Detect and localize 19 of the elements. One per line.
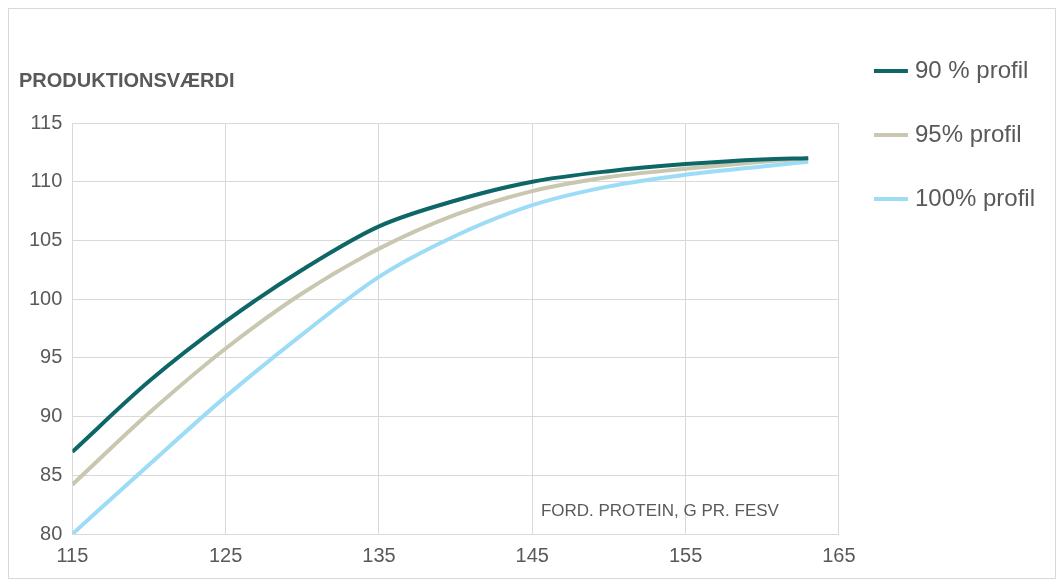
chart-title: PRODUKTIONSVÆRDI: [19, 68, 235, 91]
legend-label: 95% profil: [914, 119, 1022, 147]
x-tick-label: 115: [56, 543, 89, 566]
x-tick-label: 165: [822, 543, 856, 566]
legend-label: 100% profil: [914, 183, 1036, 211]
x-tick-label: 145: [515, 543, 549, 566]
y-tick-label: 110: [30, 169, 63, 192]
y-tick-label: 95: [40, 345, 63, 368]
y-tick-label: 80: [40, 521, 63, 544]
x-tick-label: 155: [668, 543, 703, 566]
y-tick-label: 105: [28, 227, 63, 250]
x-tick-label: 135: [362, 543, 396, 566]
y-tick-label: 100: [28, 286, 63, 309]
y-tick-label: 85: [40, 462, 63, 485]
x-axis-title: FORD. PROTEIN, G PR. FESV: [540, 501, 780, 521]
x-tick-label: 125: [208, 543, 243, 566]
y-tick-label: 115: [30, 110, 63, 133]
legend-label: 90 % profil: [914, 55, 1029, 83]
y-tick-label: 90: [40, 404, 63, 427]
